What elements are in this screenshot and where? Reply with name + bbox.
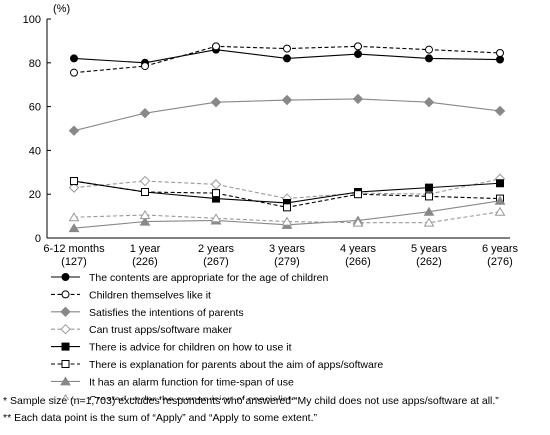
legend-marker-3 — [60, 306, 71, 318]
data-point-s6-5 — [354, 190, 362, 199]
legend-marker-1 — [61, 273, 70, 281]
data-point-s7-1 — [68, 223, 80, 233]
data-point-s3-6 — [423, 97, 435, 108]
data-point-s3-2 — [139, 107, 151, 119]
data-point-s2-4 — [283, 44, 291, 53]
footnote-sample-size: * Sample size (n=1,703) excludes respond… — [3, 395, 499, 407]
legend-label-6: There is explanation for parents about t… — [89, 359, 383, 371]
legend-label-2: Children themselves like it — [89, 289, 211, 301]
data-point-s2-7 — [496, 48, 504, 57]
x-tick-label: 6 years — [482, 243, 519, 255]
data-point-s1-7 — [496, 55, 504, 64]
footnote-data-point: ** Each data point is the sum of “Apply”… — [3, 412, 317, 424]
data-point-s6-4 — [283, 203, 291, 212]
data-point-s3-4 — [281, 94, 293, 106]
legend-marker-6 — [61, 360, 70, 368]
x-tick-sample-size: (127) — [61, 256, 87, 268]
data-point-s1-1 — [70, 54, 78, 63]
data-point-s4-3 — [210, 179, 222, 190]
legend-label-5: There is advice for children on how to u… — [89, 342, 292, 354]
data-point-s4-1 — [68, 182, 80, 193]
data-point-s5-7 — [496, 179, 504, 188]
data-point-s2-3 — [212, 42, 220, 51]
y-tick-label: 60 — [29, 102, 41, 114]
legend-label-3: Satisfies the intentions of parents — [89, 307, 244, 319]
data-point-s2-1 — [70, 68, 78, 77]
data-point-s3-3 — [210, 97, 222, 108]
x-tick-sample-size: (226) — [132, 256, 158, 268]
y-unit-label: (%) — [53, 3, 70, 15]
data-point-s6-3 — [212, 189, 220, 198]
data-point-s6-1 — [70, 177, 78, 186]
data-point-s2-6 — [425, 45, 433, 54]
legend-label-1: The contents are appropriate for the age… — [89, 272, 328, 284]
data-point-s7-7 — [494, 195, 506, 205]
data-point-s3-7 — [494, 105, 506, 117]
data-point-s7-6 — [423, 206, 435, 216]
data-point-s1-5 — [354, 50, 362, 59]
legend-marker-5 — [61, 342, 70, 351]
x-tick-sample-size: (267) — [203, 256, 229, 268]
legend-label-7: It has an alarm function for time-span o… — [89, 376, 294, 388]
data-point-s6-6 — [425, 192, 433, 201]
legend-marker-7 — [60, 376, 71, 386]
x-tick-label: 2 years — [198, 243, 235, 255]
data-point-s8-3 — [210, 213, 222, 223]
legend-label-8: Created under the surpervision of specia… — [89, 394, 296, 400]
x-tick-label: 6-12 months — [43, 243, 105, 255]
data-point-s8-5 — [352, 217, 364, 227]
x-tick-label: 5 years — [411, 243, 448, 255]
legend-label-4: Can trust apps/software maker — [89, 324, 232, 336]
data-point-s1-4 — [283, 54, 291, 63]
line-chart: 0 20 40 60 80 100 (%) 6-12 months(127) 1 year(22… — [23, 3, 519, 400]
data-point-s8-1 — [68, 212, 80, 222]
data-point-s8-6 — [423, 217, 435, 227]
data-point-s8-4 — [281, 216, 293, 226]
x-tick-sample-size: (266) — [345, 256, 371, 268]
data-point-s2-5 — [354, 42, 362, 51]
legend-marker-4 — [60, 323, 71, 335]
data-point-s3-5 — [352, 93, 364, 105]
y-tick-label: 40 — [29, 145, 41, 157]
data-point-s7-2 — [139, 216, 151, 226]
data-point-s6-2 — [141, 188, 149, 197]
data-point-s3-1 — [68, 125, 80, 136]
x-tick-sample-size: (262) — [416, 256, 442, 268]
y-tick-label: 0 — [35, 233, 41, 245]
legend-marker-8 — [61, 393, 70, 400]
data-point-s8-2 — [139, 210, 151, 220]
x-tick-sample-size: (279) — [274, 256, 300, 268]
x-tick-label: 3 years — [269, 243, 306, 255]
x-tick-sample-size: (276) — [487, 256, 513, 268]
data-point-s8-7 — [494, 206, 506, 216]
y-tick-label: 100 — [23, 14, 41, 26]
x-tick-label: 4 years — [340, 243, 377, 255]
data-point-s1-6 — [425, 54, 433, 63]
data-point-s2-2 — [141, 62, 149, 71]
data-point-s5-6 — [425, 183, 433, 192]
x-tick-label: 1 year — [130, 243, 161, 255]
legend-marker-2 — [61, 290, 70, 299]
y-tick-label: 80 — [29, 58, 41, 70]
data-point-s4-2 — [139, 175, 151, 187]
y-tick-label: 20 — [29, 189, 41, 201]
